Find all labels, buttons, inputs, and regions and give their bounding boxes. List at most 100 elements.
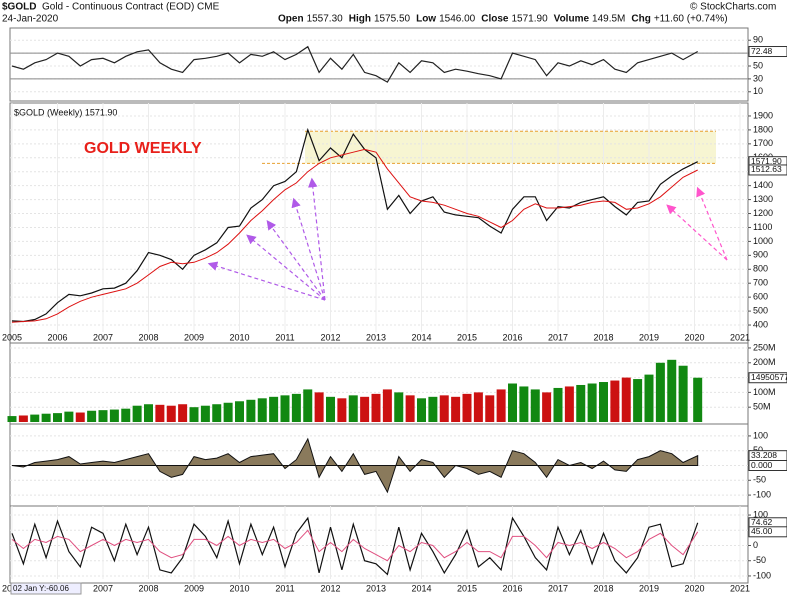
- bar: [440, 395, 449, 422]
- bar: [178, 404, 187, 422]
- y-tick-label: 250M: [753, 342, 776, 352]
- bar: [235, 401, 244, 422]
- y-tick-label: 30: [753, 73, 763, 83]
- bar: [519, 386, 528, 422]
- bar: [155, 405, 164, 422]
- panel: 4005006007008009001000110012001300140015…: [2, 103, 787, 343]
- bar: [417, 398, 426, 422]
- panel: -100-50050100200520062007200820092010201…: [2, 506, 787, 593]
- symbol: $GOLD: [2, 2, 36, 13]
- x-tick-label: 2015: [457, 332, 477, 342]
- x-tick-label: 2014: [411, 583, 431, 593]
- y-tick-label: 1700: [753, 138, 773, 148]
- bar: [554, 388, 563, 422]
- bar: [565, 386, 574, 422]
- x-tick-label: 2008: [138, 332, 158, 342]
- x-tick-label: 2012: [320, 332, 340, 342]
- bar: [394, 392, 403, 422]
- bar: [133, 406, 142, 422]
- x-tick-label: 2013: [366, 583, 386, 593]
- bar: [485, 395, 494, 422]
- x-tick-label: 2008: [138, 583, 158, 593]
- x-tick-label: 2009: [184, 583, 204, 593]
- bar: [224, 403, 233, 422]
- y-tick-label: 400: [753, 319, 768, 329]
- bar: [303, 389, 312, 422]
- bar: [315, 392, 324, 422]
- bar: [269, 397, 278, 422]
- x-tick-label: 2011: [275, 583, 294, 593]
- quote-label: Low: [416, 14, 436, 25]
- bar: [497, 389, 506, 422]
- band: [305, 131, 716, 163]
- y-tick-label: 10: [753, 86, 763, 96]
- bar: [531, 389, 540, 422]
- bar: [406, 395, 415, 422]
- bar: [64, 412, 73, 422]
- x-tick-label: 2012: [320, 583, 340, 593]
- x-tick-label: 2021: [730, 332, 750, 342]
- x-tick-label: 2019: [639, 583, 659, 593]
- x-tick-label: 2007: [93, 332, 113, 342]
- cursor-label: 02 Jan Y:-60.06: [13, 584, 69, 593]
- bar: [212, 404, 221, 422]
- bar: [99, 410, 108, 422]
- bar: [349, 395, 358, 422]
- quote-value: 149.5M: [592, 14, 625, 25]
- bar: [144, 404, 153, 422]
- x-tick-label: 2006: [47, 332, 67, 342]
- quote-value: +11.60 (+0.74%): [654, 14, 728, 25]
- quote-label: Close: [481, 14, 509, 25]
- x-tick-label: 2017: [548, 583, 568, 593]
- panel: 103050709072.48: [10, 28, 787, 101]
- quote-label: Open: [278, 14, 304, 25]
- bar: [693, 378, 702, 422]
- x-tick-label: 2007: [93, 583, 113, 593]
- bar: [679, 366, 688, 422]
- x-tick-label: 2020: [684, 332, 704, 342]
- x-tick-label: 2011: [275, 332, 294, 342]
- date: 24-Jan-2020: [2, 14, 59, 25]
- y-tick-label: 1900: [753, 110, 773, 120]
- y-tick-label: 500: [753, 305, 768, 315]
- y-tick-label: 50: [753, 60, 763, 70]
- bar: [576, 385, 585, 422]
- x-tick-label: 2009: [184, 332, 204, 342]
- quote-value: 1575.50: [374, 14, 411, 25]
- panel-title: $GOLD (Weekly) 1571.90: [14, 107, 117, 117]
- y-tick-label: 600: [753, 292, 768, 302]
- bar: [451, 397, 460, 422]
- bar: [19, 415, 28, 422]
- x-tick-label: 2013: [366, 332, 386, 342]
- bar: [292, 394, 301, 422]
- y-tick-label: 50M: [753, 402, 771, 412]
- y-tick-label: 1200: [753, 208, 773, 218]
- quote-label: High: [349, 14, 371, 25]
- bar: [610, 381, 619, 422]
- bar: [656, 363, 665, 422]
- bar: [474, 392, 483, 422]
- quote-value: 1571.90: [511, 14, 548, 25]
- y-tick-label: 1300: [753, 194, 773, 204]
- frames: 103050709072.484005006007008009001000110…: [2, 28, 787, 593]
- y-tick-label: 1400: [753, 180, 773, 190]
- bar: [463, 394, 472, 422]
- y-tick-label: 200M: [753, 357, 776, 367]
- x-tick-label: 2020: [684, 583, 704, 593]
- bar: [281, 395, 290, 422]
- bar: [622, 378, 631, 422]
- value-box-label: 1512.63: [751, 164, 782, 174]
- bar: [599, 382, 608, 422]
- x-tick-label: 2015: [457, 583, 477, 593]
- x-tick-label: 2016: [502, 332, 522, 342]
- panel-frame: [10, 28, 748, 101]
- y-tick-label: -50: [753, 475, 766, 485]
- y-tick-label: -100: [753, 489, 771, 499]
- quote-label: Volume: [554, 14, 590, 25]
- bar: [337, 398, 346, 422]
- bar: [508, 384, 517, 423]
- y-tick-label: 1000: [753, 236, 773, 246]
- bar: [542, 392, 551, 422]
